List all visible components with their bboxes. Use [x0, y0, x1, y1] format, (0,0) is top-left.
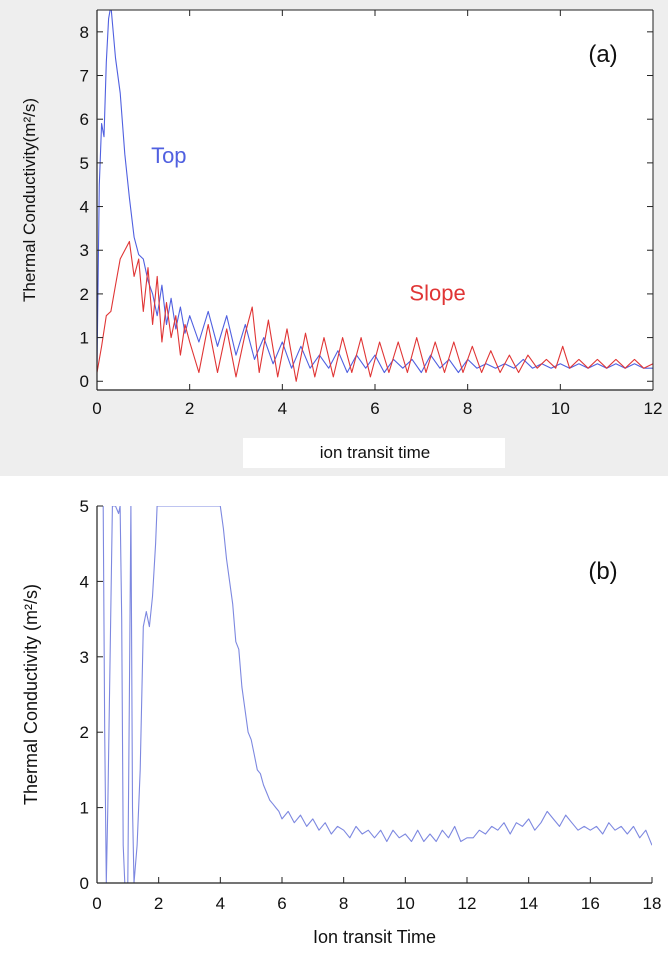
y-tick-label: 7 [80, 66, 89, 85]
y-tick-label: 2 [80, 723, 89, 742]
y-tick-label: 6 [80, 110, 89, 129]
x-axis-label: Ion transit Time [313, 927, 436, 947]
series-group [102, 506, 652, 883]
panel-label: (a) [588, 41, 617, 68]
y-tick-label: 1 [80, 329, 89, 348]
series-annotation-top: Top [151, 143, 186, 168]
y-tick-label: 3 [80, 648, 89, 667]
y-tick-label: 4 [80, 572, 89, 591]
plot-area [97, 10, 653, 390]
y-tick-label: 5 [80, 497, 89, 516]
series-group [97, 10, 653, 382]
x-tick-label: 10 [551, 399, 570, 418]
x-tick-label: 18 [643, 894, 662, 913]
x-tick-label: 2 [154, 894, 163, 913]
y-tick-label: 0 [80, 372, 89, 391]
x-tick-label: 14 [519, 894, 538, 913]
y-tick-label: 8 [80, 23, 89, 42]
x-axis-label: ion transit time [320, 443, 431, 462]
series-line [102, 506, 652, 883]
background-patch [243, 438, 505, 468]
y-axis-label: Thermal Conductivity (m²/s) [21, 584, 41, 805]
x-tick-label: 16 [581, 894, 600, 913]
y-tick-label: 3 [80, 241, 89, 260]
series-line-slope [97, 240, 653, 382]
panel-label: (b) [588, 558, 617, 585]
x-tick-label: 6 [277, 894, 286, 913]
x-tick-label: 12 [458, 894, 477, 913]
chart-panel-b: 0 2 4 6 8 10 12 14 16 18 0 1 2 3 4 5 Ion transit Time The… [0, 476, 668, 954]
x-tick-label: 8 [463, 399, 472, 418]
y-axis-label: Thermal Conductivity(m²/s) [20, 98, 39, 302]
x-tick-label: 2 [185, 399, 194, 418]
x-tick-label: 4 [278, 399, 287, 418]
x-tick-label: 0 [92, 894, 101, 913]
x-tick-label: 6 [370, 399, 379, 418]
x-tick-label: 4 [216, 894, 225, 913]
y-tick-label: 1 [80, 799, 89, 818]
series-annotation-slope: Slope [409, 280, 465, 305]
background-patch [238, 18, 621, 72]
y-tick-label: 5 [80, 154, 89, 173]
plot-area [97, 506, 652, 883]
y-tick-label: 0 [80, 874, 89, 893]
x-tick-label: 10 [396, 894, 415, 913]
x-tick-label: 0 [92, 399, 101, 418]
x-tick-label: 8 [339, 894, 348, 913]
y-tick-label: 2 [80, 285, 89, 304]
x-tick-label: 12 [644, 399, 663, 418]
y-tick-label: 4 [80, 198, 89, 217]
chart-panel-a: 0 2 4 6 8 10 12 0 1 2 3 4 5 6 7 8 ion transit time Therma… [0, 0, 668, 476]
